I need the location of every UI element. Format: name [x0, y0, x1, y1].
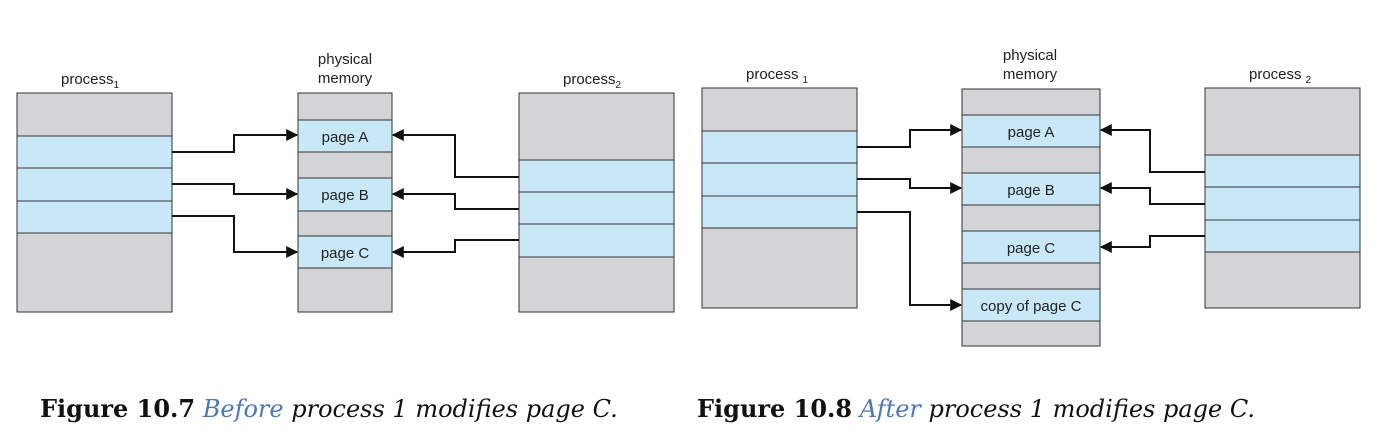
- fig7-memory-frame-free: [297, 92, 393, 121]
- fig8-physical-memory-label-line2: memory: [1003, 66, 1058, 83]
- fig7-process1-region-bottom: [16, 232, 173, 313]
- fig8-process2-label: process 2: [1249, 66, 1312, 86]
- fig7-process1-page: [16, 135, 173, 169]
- fig8-arrow-p1-to-page-a: [857, 124, 963, 148]
- caption-keyword: Before: [202, 395, 284, 423]
- fig7-process1-page: [16, 167, 173, 202]
- fig8-process1-page: [701, 162, 858, 197]
- fig7-memory-page-c: [297, 235, 393, 269]
- fig8-memory-frame-free: [961, 262, 1101, 290]
- fig8-process1-label: process 1: [746, 66, 809, 86]
- fig7-page-a-label: page A: [322, 129, 369, 146]
- fig8-process2-page: [1204, 154, 1361, 188]
- fig7-process2-region-bottom: [518, 256, 675, 313]
- caption-number: Figure 10.8: [697, 394, 853, 423]
- fig8-process1-page: [701, 195, 858, 229]
- fig7-arrow-p2-to-page-b: [391, 188, 519, 210]
- fig8-process2: process 2: [1204, 66, 1361, 309]
- fig8-memory-frame-free: [961, 320, 1101, 347]
- fig7-memory-page-a: [297, 119, 393, 153]
- figure-10-8-caption: Figure 10.8 After process 1 modifies pag…: [697, 394, 1255, 428]
- fig7-memory-page-b: [297, 177, 393, 212]
- caption-keyword: After: [859, 395, 921, 423]
- fig8-arrow-p2-to-page-b: [1099, 182, 1205, 205]
- fig7-process2-page: [518, 223, 675, 258]
- fig8-physical-memory-label-line1: physical: [1003, 47, 1057, 64]
- fig7-memory-frame-free: [297, 151, 393, 179]
- fig7-process1-label: process1: [61, 71, 120, 91]
- fig8-page-b-label: page B: [1007, 182, 1055, 199]
- fig7-arrow-p2-to-page-a: [391, 129, 519, 178]
- fig8-arrow-p2-to-page-c: [1099, 235, 1205, 253]
- caption-number: Figure 10.7: [40, 394, 196, 423]
- fig7-process2-region-top: [518, 92, 675, 161]
- caption-text: process 1 modifies page C.: [283, 395, 618, 423]
- fig7-process2-page: [518, 191, 675, 225]
- fig8-process2-page: [1204, 219, 1361, 253]
- fig7-process1: process1: [16, 71, 173, 313]
- fig7-arrow-p1-to-page-a: [172, 129, 299, 153]
- fig7-page-c-label: page C: [321, 245, 370, 262]
- fig7-arrow-p1-to-page-c: [172, 215, 299, 258]
- fig8-process1-region-bottom: [701, 227, 858, 309]
- fig7-process1-region-top: [16, 92, 173, 137]
- fig8-copy-of-page-c-label: copy of page C: [981, 298, 1082, 315]
- fig7-process2-label: process2: [563, 71, 622, 91]
- fig8-memory-frame-free: [961, 204, 1101, 232]
- fig7-arrow-p2-to-page-c: [391, 239, 519, 258]
- fig8-arrow-p1-to-copy-of-page-c: [857, 211, 963, 311]
- fig7-memory-frame-free: [297, 210, 393, 237]
- fig8-process2-region-top: [1204, 87, 1361, 156]
- fig8-memory-frame-free: [961, 88, 1101, 116]
- fig8-arrow-p1-to-page-b: [857, 178, 963, 194]
- fig8-page-a-label: page A: [1008, 124, 1055, 141]
- fig8-arrow-p2-to-page-a: [1099, 124, 1205, 173]
- fig7-physical-memory: physical memory page A page B page C: [297, 51, 393, 313]
- figure-10-8: process 1 physical memory page A page B p…: [701, 47, 1361, 347]
- fig8-process1-region-top: [701, 87, 858, 132]
- fig7-process1-page: [16, 200, 173, 234]
- figure-10-7-caption: Figure 10.7 Before process 1 modifies pa…: [40, 394, 618, 428]
- figure-10-7: process1 physical memory page A page B p…: [16, 51, 675, 313]
- fig7-physical-memory-label-line2: memory: [318, 70, 373, 87]
- fig8-page-c-label: page C: [1007, 240, 1056, 257]
- fig8-process2-page: [1204, 186, 1361, 221]
- fig8-memory-page-c: [961, 230, 1101, 264]
- fig7-memory-frame-free: [297, 267, 393, 313]
- fig8-physical-memory: physical memory page A page B page C cop…: [961, 47, 1101, 347]
- fig8-process1-page: [701, 130, 858, 164]
- caption-text: process 1 modifies page C.: [920, 395, 1256, 423]
- fig7-process2-page: [518, 159, 675, 193]
- fig7-process2: process2: [518, 71, 675, 313]
- fig7-physical-memory-label-line1: physical: [318, 51, 372, 68]
- fig8-memory-frame-free: [961, 146, 1101, 174]
- fig8-process2-region-bottom: [1204, 251, 1361, 309]
- fig7-page-b-label: page B: [321, 187, 369, 204]
- fig7-arrow-p1-to-page-b: [172, 183, 299, 200]
- fig8-process1: process 1: [701, 66, 858, 309]
